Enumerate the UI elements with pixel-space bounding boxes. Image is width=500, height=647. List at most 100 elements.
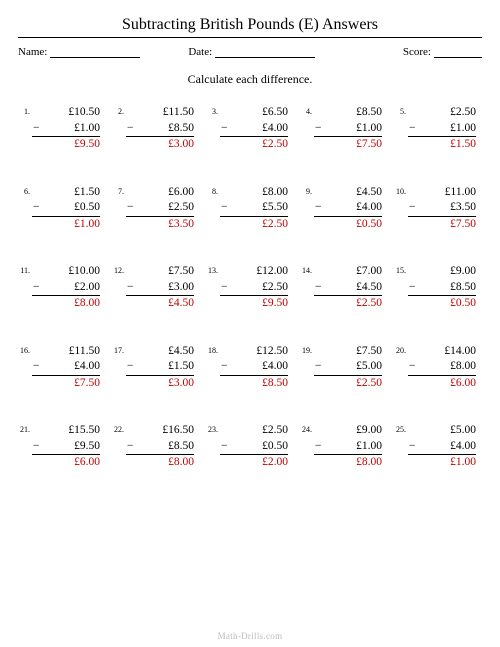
problem-body: £10.50−£1.00£9.50 [32, 105, 106, 153]
problem: 22.£16.50−£8.50£8.00 [112, 423, 200, 471]
minuend: £2.50 [220, 423, 288, 439]
subtrahend-row: −£1.50 [126, 359, 194, 376]
meta-row: Name: Date: Score: [18, 46, 482, 58]
answer: £7.50 [314, 137, 382, 153]
answer: £3.00 [126, 376, 194, 392]
answer: £6.00 [408, 376, 476, 392]
minuend: £1.50 [32, 185, 100, 201]
problem: 18.£12.50−£4.00£8.50 [206, 344, 294, 392]
problem-number: 1. [18, 105, 32, 116]
name-field: Name: [18, 46, 140, 58]
answer: £3.00 [126, 137, 194, 153]
subtrahend-row: −£4.00 [408, 439, 476, 456]
problem-body: £9.00−£8.50£0.50 [408, 264, 482, 312]
subtrahend: £2.00 [74, 280, 100, 296]
problem-body: £8.50−£1.00£7.50 [314, 105, 388, 153]
minus-sign: − [220, 439, 228, 455]
answer: £9.50 [32, 137, 100, 153]
subtrahend-row: −£4.00 [220, 359, 288, 376]
name-label: Name: [18, 46, 47, 58]
problem-body: £9.00−£1.00£8.00 [314, 423, 388, 471]
problem-number: 5. [394, 105, 408, 116]
subtrahend: £4.00 [356, 200, 382, 216]
minuend: £7.00 [314, 264, 382, 280]
minuend: £12.00 [220, 264, 288, 280]
subtrahend-row: − £4.00 [220, 121, 288, 138]
minuend: £15.50 [32, 423, 100, 439]
problem-number: 15. [394, 264, 408, 275]
problem-body: £2.50−£1.00£1.50 [408, 105, 482, 153]
minuend: £7.50 [314, 344, 382, 360]
problem-body: £4.50−£1.50£3.00 [126, 344, 200, 392]
minus-sign: − [314, 439, 322, 455]
answer: £0.50 [408, 296, 476, 312]
problem: 12.£7.50−£3.00£4.50 [112, 264, 200, 312]
answer: £8.00 [314, 455, 382, 471]
subtrahend: £4.50 [356, 280, 382, 296]
problem: 25.£5.00−£4.00£1.00 [394, 423, 482, 471]
subtrahend: £1.50 [168, 359, 194, 375]
subtrahend: £2.50 [168, 200, 194, 216]
subtrahend-row: −£1.00 [408, 121, 476, 138]
subtrahend: £8.50 [168, 439, 194, 455]
minus-sign: − [408, 280, 416, 296]
problem: 9.£4.50−£4.00£0.50 [300, 185, 388, 233]
subtrahend: £4.00 [262, 121, 288, 137]
problem-number: 17. [112, 344, 126, 355]
subtrahend-row: −£1.00 [32, 121, 100, 138]
footer: Math-Drills.com [0, 631, 500, 641]
subtrahend-row: −£8.00 [408, 359, 476, 376]
answer: £1.00 [32, 217, 100, 233]
problem-number: 11. [18, 264, 32, 275]
problem: 19.£7.50−£5.00£2.50 [300, 344, 388, 392]
problem: 20.£14.00−£8.00£6.00 [394, 344, 482, 392]
problem: 21.£15.50−£9.50£6.00 [18, 423, 106, 471]
problem-grid: 1.£10.50−£1.00£9.502.£11.50−£8.50£3.003.… [18, 105, 482, 471]
subtrahend-row: −£2.50 [126, 200, 194, 217]
subtrahend: £4.00 [262, 359, 288, 375]
answer: £7.50 [408, 217, 476, 233]
subtrahend-row: −£0.50 [220, 439, 288, 456]
minuend: £4.50 [314, 185, 382, 201]
minuend: £16.50 [126, 423, 194, 439]
problem: 23.£2.50−£0.50£2.00 [206, 423, 294, 471]
minus-sign: − [408, 200, 416, 216]
subtrahend: £1.00 [74, 121, 100, 137]
subtrahend-row: − £3.00 [126, 280, 194, 297]
problem: 4.£8.50−£1.00£7.50 [300, 105, 388, 153]
problem-number: 16. [18, 344, 32, 355]
problem-number: 21. [18, 423, 32, 434]
problem: 7.£6.00−£2.50£3.50 [112, 185, 200, 233]
answer: £8.00 [32, 296, 100, 312]
minuend: £12.50 [220, 344, 288, 360]
minus-sign: − [32, 439, 40, 455]
subtrahend-row: − £3.50 [408, 200, 476, 217]
subtrahend-row: −£8.50 [126, 439, 194, 456]
subtrahend: £3.50 [450, 200, 476, 216]
problem-number: 18. [206, 344, 220, 355]
subtrahend: £5.50 [262, 200, 288, 216]
subtrahend: £2.50 [262, 280, 288, 296]
problem-body: £7.50−£3.00£4.50 [126, 264, 200, 312]
subtrahend: £4.00 [450, 439, 476, 455]
answer: £2.50 [220, 217, 288, 233]
answer: £3.50 [126, 217, 194, 233]
minuend: £4.50 [126, 344, 194, 360]
minuend: £8.00 [220, 185, 288, 201]
minuend: £14.00 [408, 344, 476, 360]
subtrahend: £1.00 [356, 439, 382, 455]
problem-body: £12.00−£2.50£9.50 [220, 264, 294, 312]
subtrahend-row: −£5.50 [220, 200, 288, 217]
subtrahend: £3.00 [168, 280, 194, 296]
date-label: Date: [188, 46, 212, 58]
subtrahend-row: − £1.00 [314, 439, 382, 456]
problem-body: £2.50−£0.50£2.00 [220, 423, 294, 471]
problem-number: 22. [112, 423, 126, 434]
problem-body: £5.00−£4.00£1.00 [408, 423, 482, 471]
problem: 10.£11.00−£3.50£7.50 [394, 185, 482, 233]
problem: 2.£11.50−£8.50£3.00 [112, 105, 200, 153]
problem-body: £15.50−£9.50£6.00 [32, 423, 106, 471]
minus-sign: − [220, 121, 228, 137]
problem-body: £6.00−£2.50£3.50 [126, 185, 200, 233]
minus-sign: − [126, 280, 134, 296]
